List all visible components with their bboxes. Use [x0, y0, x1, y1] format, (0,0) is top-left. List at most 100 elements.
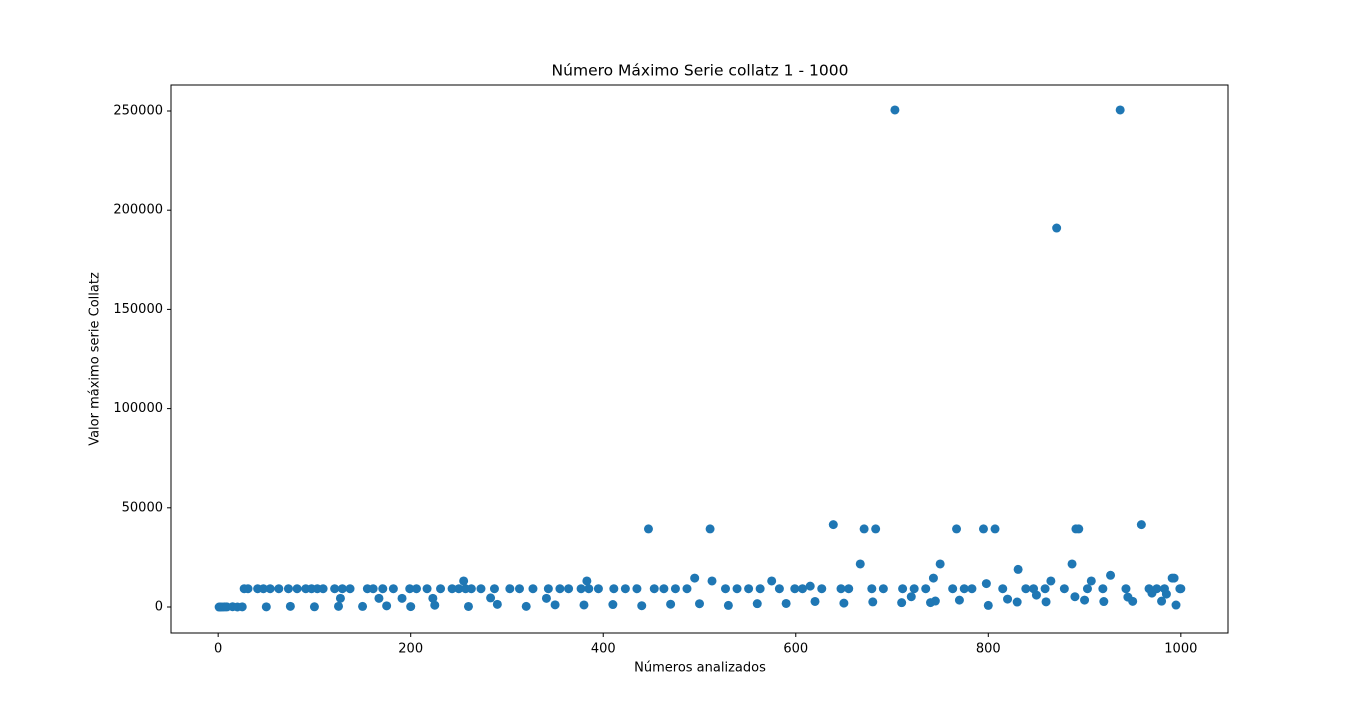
point [1059, 584, 1069, 594]
point [237, 602, 247, 612]
point [466, 584, 476, 594]
point [1012, 597, 1022, 607]
point [1074, 524, 1084, 534]
point [411, 584, 421, 594]
point [358, 601, 368, 611]
point [1070, 592, 1080, 602]
point [397, 593, 407, 603]
point [447, 584, 457, 594]
point [283, 584, 293, 594]
point [550, 600, 560, 610]
point [337, 584, 347, 594]
point [318, 584, 328, 594]
point [258, 584, 268, 594]
point [378, 584, 388, 594]
point [1021, 584, 1031, 594]
point [898, 584, 908, 594]
point [632, 584, 642, 594]
point [952, 524, 962, 534]
point [781, 598, 791, 608]
point [521, 601, 531, 611]
point [1161, 589, 1171, 599]
point [897, 598, 907, 608]
point [582, 576, 592, 586]
point [948, 584, 958, 594]
point [670, 584, 680, 594]
point [555, 584, 565, 594]
point [1046, 576, 1056, 586]
point [486, 593, 496, 603]
point [463, 601, 473, 611]
point [1121, 584, 1131, 594]
y-tick-label: 200000 [113, 203, 163, 218]
point [798, 584, 808, 594]
point [309, 602, 319, 612]
point [1080, 595, 1090, 605]
point [928, 573, 938, 583]
point [514, 584, 524, 594]
y-tick-label: 0 [155, 600, 163, 615]
point [959, 584, 969, 594]
point [723, 600, 733, 610]
x-tick-label: 600 [783, 642, 808, 657]
point [382, 601, 392, 611]
point [990, 524, 1000, 534]
point [428, 593, 438, 603]
point [643, 524, 653, 534]
point [459, 576, 469, 586]
point [1157, 596, 1167, 606]
point [584, 584, 594, 594]
point [593, 584, 603, 594]
point [620, 584, 630, 594]
point [335, 593, 345, 603]
point [436, 584, 446, 594]
point [1099, 597, 1109, 607]
point [844, 584, 854, 594]
point [707, 576, 717, 586]
point [330, 584, 340, 594]
y-tick-label: 150000 [113, 302, 163, 317]
point [274, 584, 284, 594]
point [930, 596, 940, 606]
point [1147, 588, 1157, 598]
point [878, 584, 888, 594]
point [921, 584, 931, 594]
x-tick-label: 200 [398, 642, 423, 657]
point [637, 601, 647, 611]
point [836, 584, 846, 594]
point [334, 601, 344, 611]
point [774, 584, 784, 594]
point [265, 584, 275, 594]
axes-frame [170, 84, 1229, 634]
y-tick-label: 250000 [113, 103, 163, 118]
point [345, 584, 355, 594]
point [1052, 223, 1062, 233]
point [810, 596, 820, 606]
point [1031, 590, 1041, 600]
point [422, 584, 432, 594]
point [374, 593, 384, 603]
point [243, 584, 253, 594]
point [528, 584, 538, 594]
point [998, 584, 1008, 594]
point [1176, 584, 1186, 594]
point [695, 599, 704, 609]
point [576, 584, 586, 594]
point [1136, 520, 1146, 530]
point [489, 584, 499, 594]
point [564, 584, 574, 594]
point [543, 584, 553, 594]
point [983, 600, 993, 610]
point [285, 601, 295, 611]
point [935, 559, 945, 569]
point [505, 584, 515, 594]
point [405, 584, 415, 594]
point [1013, 564, 1023, 574]
point [541, 593, 551, 603]
point [720, 584, 730, 594]
x-axis-label: Números analizados [634, 661, 766, 676]
point [967, 584, 977, 594]
point [828, 520, 838, 530]
